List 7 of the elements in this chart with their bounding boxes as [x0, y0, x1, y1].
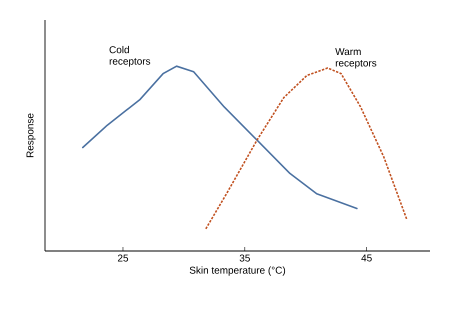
x-tick-label: 35: [240, 254, 250, 262]
y-axis-title: Response: [26, 114, 36, 158]
x-axis-title: Skin temperature (°C): [190, 266, 286, 276]
series-label: Cold receptors: [110, 46, 150, 67]
x-tick-label: 45: [361, 254, 372, 262]
x-tick-label: 25: [118, 254, 128, 262]
series-label: Warm receptors: [335, 48, 376, 69]
